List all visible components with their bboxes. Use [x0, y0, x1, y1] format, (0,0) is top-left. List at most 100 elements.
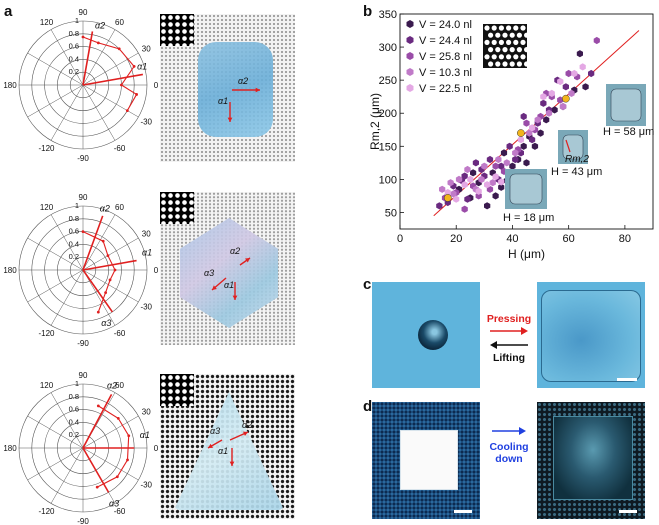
polar-spoke — [82, 237, 139, 271]
plot-frame — [399, 13, 654, 230]
panel-letter-b: b — [363, 3, 373, 20]
y-tick-label: 150 — [379, 141, 397, 153]
photo-arrow-head — [255, 87, 260, 93]
polar-radial-tick: 0.4 — [69, 417, 79, 426]
x-tick-label: 20 — [450, 233, 462, 245]
polar-data-point — [127, 434, 131, 438]
polar-radial-tick: 0.6 — [69, 227, 79, 236]
data-point-series-1 — [520, 142, 527, 150]
polar-data-point — [108, 278, 112, 282]
photo-arrow: α1 — [218, 446, 235, 466]
data-point-series-1 — [484, 202, 491, 210]
polar-angle-label: 0 — [154, 81, 159, 90]
y-tick-label: 200 — [379, 108, 397, 120]
y-tick-label: 50 — [385, 207, 397, 219]
photo-alpha-label: α1 — [218, 96, 228, 106]
polar-angle-label: -90 — [77, 154, 89, 163]
polar-spoke — [50, 269, 84, 326]
data-point-series-4 — [481, 162, 488, 170]
photo-arrow-head — [208, 443, 213, 448]
polar-angle-label: -120 — [38, 329, 55, 338]
data-point-series-3 — [492, 162, 499, 170]
droplet-inset-shape — [562, 134, 584, 160]
polar-alpha-label: α1 — [137, 61, 147, 71]
inset-lattice-hole — [488, 61, 494, 67]
data-point-series-4 — [559, 103, 567, 111]
photo-arrow: α3 — [204, 268, 227, 291]
data-point-series-1 — [470, 169, 477, 177]
polar-spoke — [82, 52, 139, 86]
photo-alpha-label: α2 — [242, 420, 252, 430]
data-point-series-5 — [557, 77, 564, 86]
inset-lattice-hole — [516, 47, 522, 53]
polar-radial-tick: 0.6 — [69, 42, 79, 51]
polar-spoke — [27, 52, 84, 86]
inset-lattice-hole — [498, 39, 504, 46]
photo-square-lattice — [160, 14, 295, 162]
polar-series-curve — [82, 36, 138, 111]
polar-spoke — [82, 447, 139, 481]
polar-radial-tick: 0.6 — [69, 405, 79, 414]
inset-lattice-hole — [491, 25, 497, 31]
polar-alpha-label: α1 — [142, 247, 152, 257]
data-point-series-1 — [498, 183, 505, 191]
y-tick-label: 350 — [379, 9, 397, 21]
polar-plots: 90 60 30 0 -30 -60 -90 -120 180 120 1 0.8 0.6 0.4 0.2 α… — [3, 8, 159, 525]
polar-angle-label: 120 — [40, 203, 54, 212]
data-point-series-1 — [543, 116, 550, 124]
polar-radial-tick: 0.2 — [69, 430, 79, 439]
polar-data-point — [104, 291, 108, 295]
annotation-rm2: Rm,2 — [565, 154, 589, 165]
legend-marker — [406, 20, 414, 28]
inset-lattice-hole — [509, 32, 515, 38]
polar-peak — [82, 73, 144, 86]
photo-arrow-head — [243, 431, 248, 436]
polar-radial-tick: 0.2 — [69, 252, 79, 261]
legend-entry: V = 10.3 nl — [419, 67, 472, 79]
data-point-series-3 — [557, 96, 564, 104]
inset-lattice-hole — [495, 61, 501, 67]
polar-spoke — [82, 29, 116, 86]
inset-lattice-hole — [488, 32, 494, 38]
data-point-series-2 — [512, 155, 519, 164]
photo-alpha-label: α1 — [218, 446, 228, 456]
data-point-series-5 — [517, 136, 524, 144]
polar-data-point — [81, 35, 85, 39]
inset-lattice-hole — [495, 47, 501, 53]
polar-data-point — [101, 239, 105, 243]
data-point-series-2 — [588, 69, 595, 78]
scale-bar-c — [617, 378, 637, 381]
photo-hexagonal-lattice — [160, 192, 295, 345]
photo-arrow-head — [229, 461, 235, 466]
data-point-series-2 — [486, 155, 494, 164]
data-point-series-4 — [439, 185, 446, 193]
highlight-point — [443, 194, 452, 202]
y-tick-label: 100 — [379, 174, 397, 186]
scale-bar-d-right — [619, 510, 637, 513]
data-point-series-4 — [512, 149, 519, 157]
inset-lattice-hole — [513, 25, 519, 31]
data-point-series-4 — [568, 89, 575, 97]
photo-frozen-droplet — [537, 402, 645, 519]
polar-angle-label: -30 — [140, 303, 152, 312]
polar-angle-label: 30 — [142, 230, 151, 239]
photo-arrow-head — [245, 258, 250, 263]
inset-lattice-square — [160, 14, 194, 46]
data-point-series-5 — [529, 124, 536, 132]
polar-angle-label: 0 — [154, 266, 159, 275]
data-point-series-4 — [526, 129, 533, 137]
panel-letter-c: c — [363, 276, 372, 293]
polar-angle-label: 120 — [40, 381, 54, 390]
arrows-c — [490, 327, 528, 349]
polar-angle-label: 60 — [115, 381, 124, 390]
data-point-series-5 — [461, 181, 468, 189]
photo-droplet-pressed — [537, 282, 645, 388]
data-point-series-2 — [498, 162, 505, 170]
data-point-series-4 — [503, 159, 510, 167]
data-point-series-5 — [548, 89, 555, 97]
photo-arrow: α1 — [224, 280, 238, 300]
polar-angle-label: -30 — [140, 481, 152, 490]
polar-radial-tick: 0.2 — [69, 67, 79, 76]
inset-lattice-hole — [502, 32, 508, 38]
data-point-series-2 — [562, 83, 569, 91]
